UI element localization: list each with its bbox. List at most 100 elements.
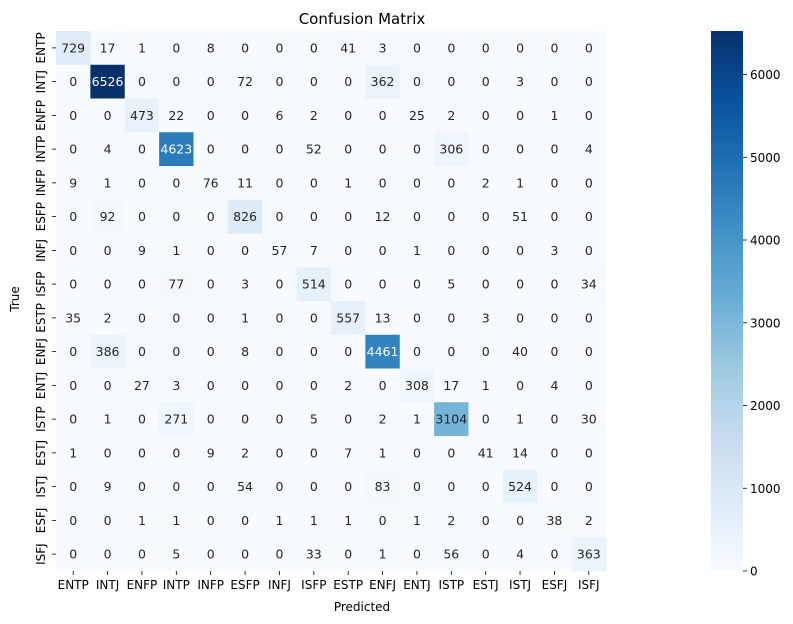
cell-value-label: 0 [207,277,215,292]
cell-value-label: 0 [310,479,318,494]
heatmap-cell [262,436,298,471]
heatmap-cell [124,199,160,234]
heatmap-cell [56,98,91,133]
cell-value-label: 9 [69,175,77,190]
heatmap-cell [365,368,401,403]
heatmap-cell [399,537,435,572]
heatmap-cell [502,537,538,572]
heatmap-cell [399,166,435,201]
cell-value-label: 0 [379,243,387,258]
cell-value-label: 0 [275,277,283,292]
heatmap-cell [296,166,332,201]
heatmap-cell [399,368,435,403]
heatmap-cell [227,368,263,403]
cell-value-label: 0 [447,479,455,494]
cell-value-label: 0 [516,243,524,258]
heatmap-cell [193,436,229,471]
cell-value-label: 0 [207,344,215,359]
heatmap-cell [90,98,126,133]
cell-value-label: 0 [585,243,593,258]
cell-value-label: 2 [447,108,455,123]
heatmap-cell [468,334,504,369]
cell-value-label: 1 [172,243,180,258]
heatmap-cell [571,402,607,437]
cell-value-label: 0 [138,445,146,460]
heatmap-cell [159,132,194,167]
heatmap-cell [227,301,263,336]
cell-value-label: 14 [512,445,528,460]
cell-value-label: 1 [138,513,146,528]
heatmap-cell [227,166,263,201]
heatmap-cell [365,402,401,437]
heatmap-cell [571,368,607,403]
cell-value-label: 0 [413,479,421,494]
heatmap-cell [399,64,435,99]
cell-value-label: 27 [134,378,150,393]
heatmap-cell [193,31,229,66]
cell-value-label: 25 [409,108,425,123]
heatmap-cell [193,267,229,302]
cell-value-label: 2 [310,108,318,123]
cell-value-label: 0 [516,310,524,325]
heatmap-cell [296,537,332,572]
heatmap-cell [502,166,538,201]
cell-value-label: 0 [379,513,387,528]
heatmap-cell [90,503,126,538]
cell-value-label: 0 [379,175,387,190]
cell-value-label: 0 [69,74,77,89]
heatmap-cell [262,402,298,437]
heatmap-cell [331,199,366,234]
cell-value-label: 0 [241,142,249,157]
heatmap-cell [193,503,229,538]
heatmap-cell [124,31,160,66]
heatmap-cell [227,334,263,369]
heatmap-cell [56,368,91,403]
cell-value-label: 0 [344,479,352,494]
cell-value-label: 0 [207,209,215,224]
heatmap-cell [331,436,366,471]
heatmap-cell [90,537,126,572]
heatmap-cell [468,31,504,66]
heatmap-cell [90,469,126,504]
cell-value-label: 34 [581,277,597,292]
y-tick-label: ENTJ [34,372,48,399]
heatmap-cell [434,64,469,99]
y-tick-label: INFJ [34,239,48,262]
x-tick-label: ENFJ [369,578,396,592]
heatmap-cell [227,98,263,133]
cell-value-label: 0 [104,445,112,460]
cell-value-label: 3 [172,378,180,393]
cell-value-label: 1 [379,445,387,460]
heatmap-cell [296,233,332,268]
heatmap-cell [159,436,194,471]
heatmap-cell [537,199,573,234]
cell-value-label: 0 [413,547,421,562]
cell-value-label: 0 [447,175,455,190]
heatmap-cell [399,402,435,437]
heatmap-cell [468,402,504,437]
heatmap-cell [502,98,538,133]
heatmap-cell [434,31,469,66]
cell-value-label: 33 [306,547,322,562]
heatmap-cell [399,132,435,167]
colorbar-tick-label: 2000 [750,399,781,413]
y-axis: ENTP INTJ ENFP INTP INFP ESFP INFJ ISFP ESTP ENFJ… [34,32,56,565]
heatmap-cell [537,334,573,369]
cell-value-label: 1 [516,412,524,427]
cell-value-label: 362 [371,74,395,89]
cell-value-label: 0 [344,344,352,359]
cell-value-label: 0 [241,40,249,55]
heatmap-cell [502,233,538,268]
cell-value-label: 0 [585,40,593,55]
heatmap-cell [90,301,126,336]
cell-value-label: 0 [447,74,455,89]
cell-value-label: 3 [241,277,249,292]
heatmap-cell [159,334,194,369]
heatmap-cell [399,503,435,538]
heatmap-cell [124,503,160,538]
cell-value-label: 0 [241,378,249,393]
heatmap-cell [468,368,504,403]
cell-value-label: 271 [164,412,188,427]
heatmap-cell [262,469,298,504]
cell-value-label: 4623 [160,142,192,157]
